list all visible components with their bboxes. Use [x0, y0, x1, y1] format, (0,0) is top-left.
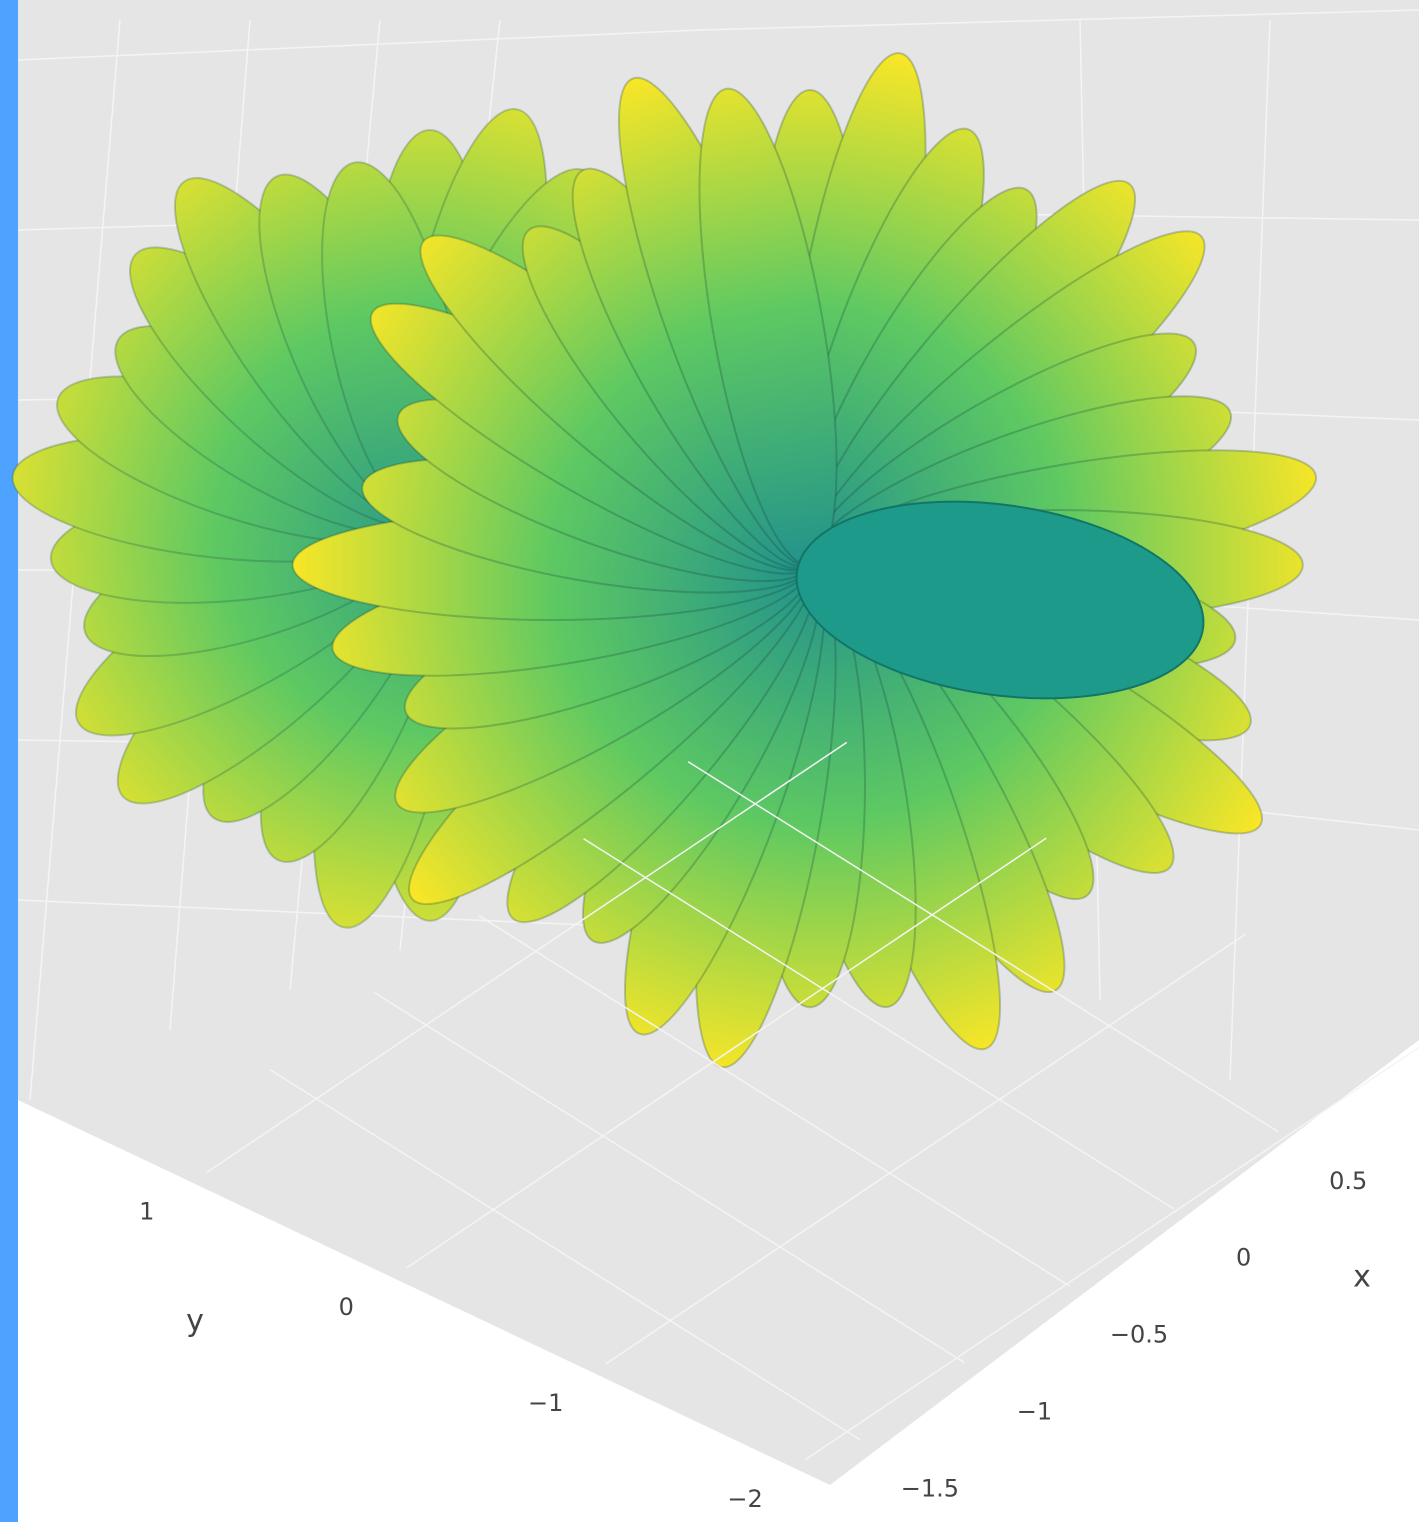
x-tick-label: 0.5	[1329, 1167, 1367, 1195]
grid-line	[804, 1046, 1419, 1461]
side-strip	[0, 0, 18, 1522]
grid-line	[478, 915, 1070, 1287]
y-tick-label: 0	[339, 1293, 354, 1321]
grid-line	[687, 761, 1279, 1133]
x-tick-label: −1	[1017, 1398, 1052, 1426]
y-tick-label: 1	[139, 1197, 154, 1225]
y-tick-label: −2	[727, 1485, 762, 1513]
grid-line	[374, 992, 965, 1364]
grid-line	[206, 741, 848, 1173]
grid-line	[583, 838, 1175, 1210]
x-tick-label: −1.5	[901, 1475, 959, 1503]
grid-line	[605, 933, 1247, 1365]
y-axis-title: y	[186, 1304, 204, 1339]
x-tick-label: 0	[1236, 1244, 1251, 1272]
petal	[795, 500, 1205, 700]
grid-line	[405, 837, 1047, 1269]
x-tick-label: −0.5	[1110, 1321, 1168, 1349]
y-tick-label: −1	[528, 1389, 563, 1417]
x-axis-title: x	[1353, 1260, 1371, 1295]
surface	[11, 52, 1318, 1069]
grid-line	[269, 1068, 861, 1441]
